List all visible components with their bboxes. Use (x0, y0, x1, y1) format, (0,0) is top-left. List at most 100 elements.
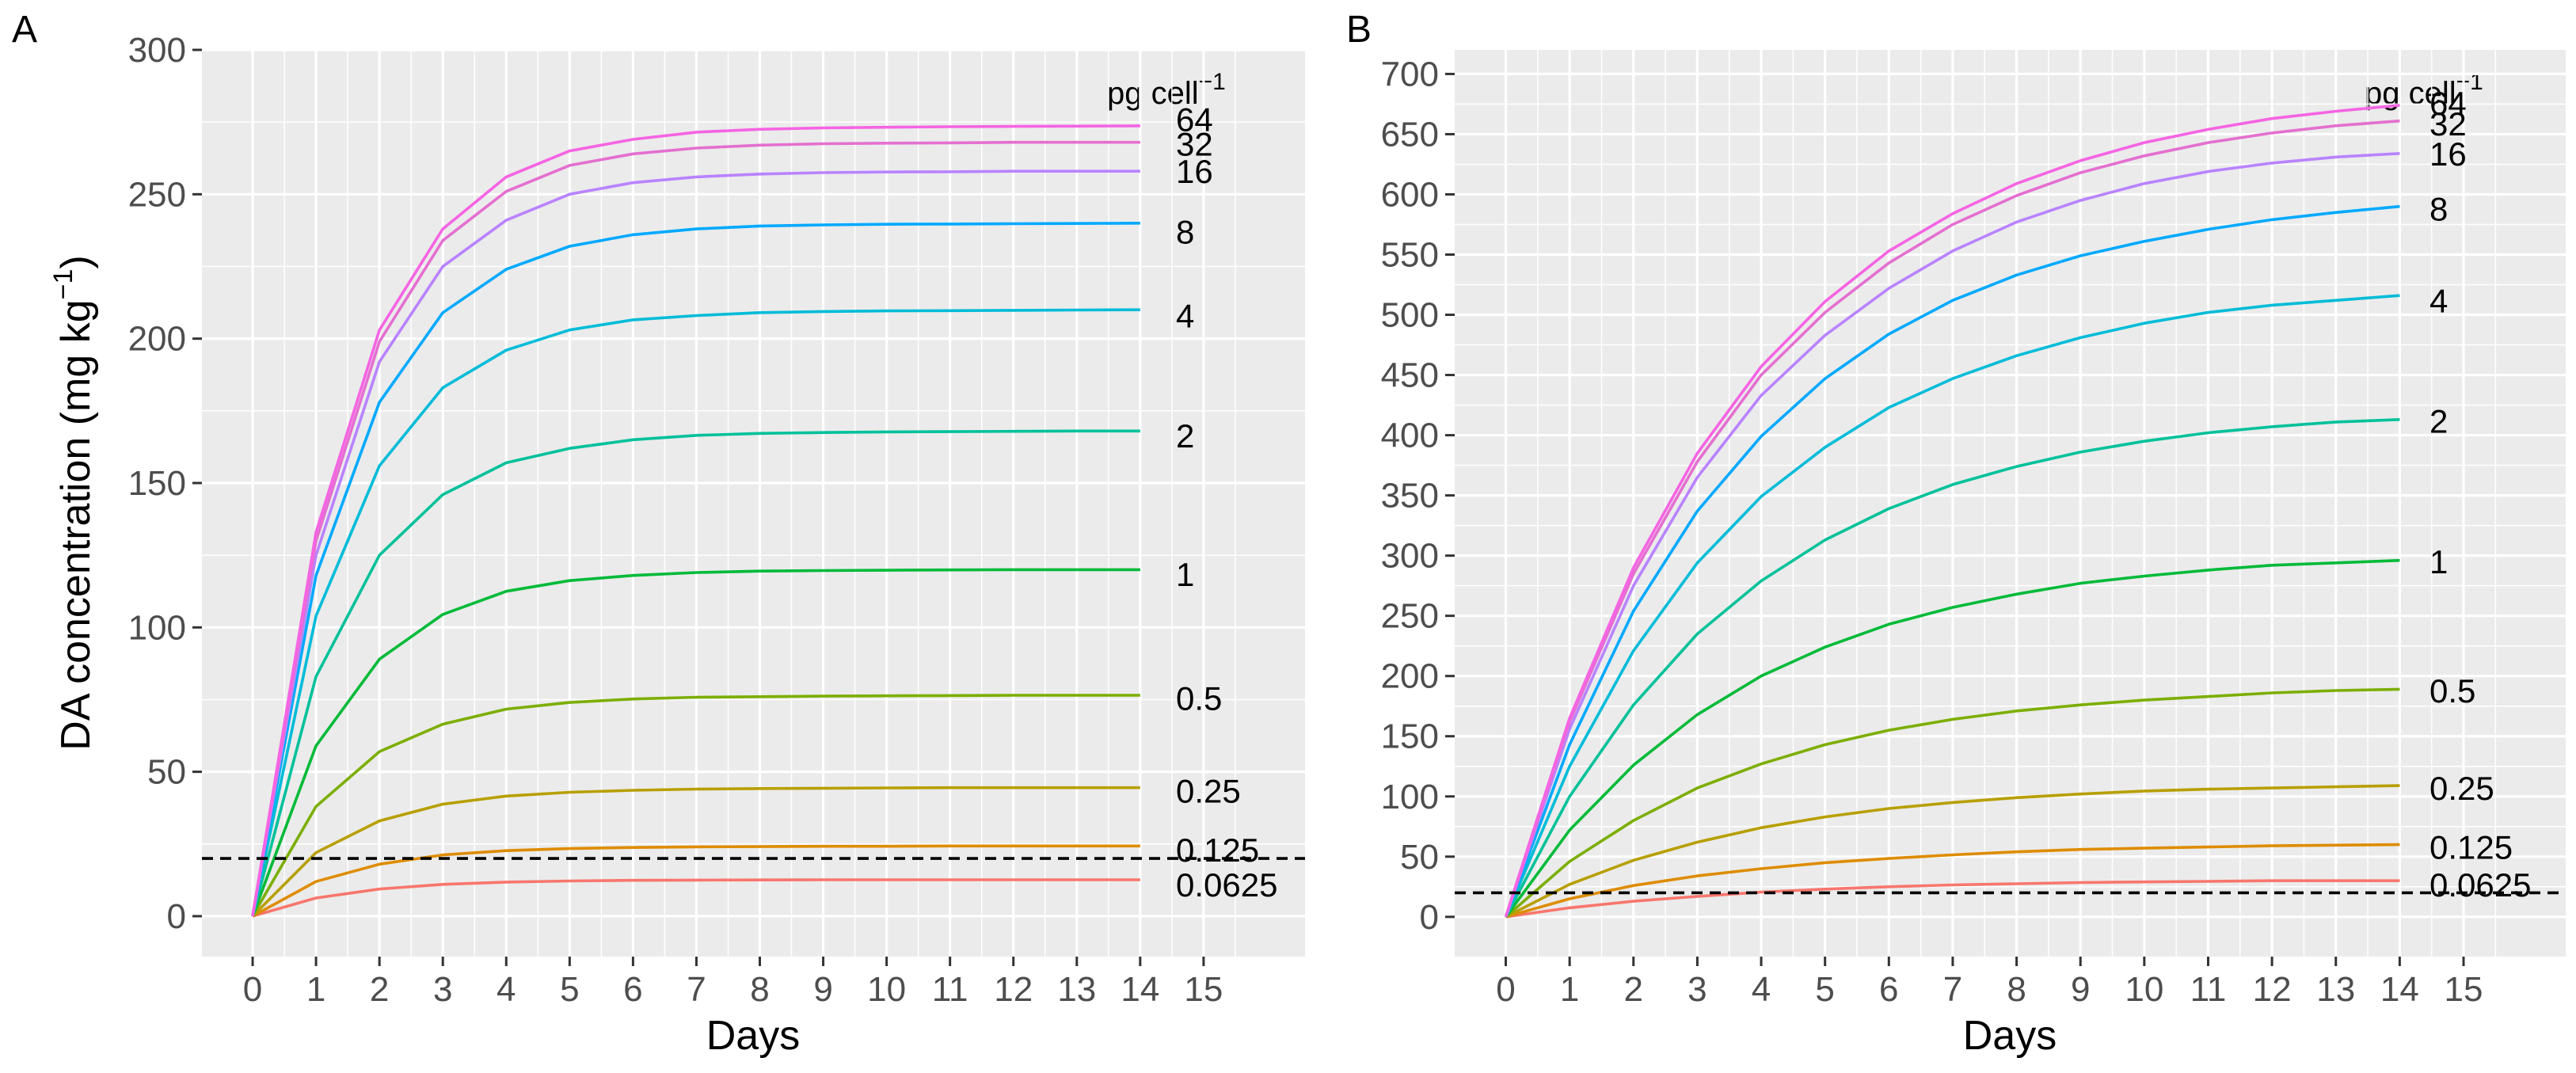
y-tick-label: 550 (1381, 235, 1439, 274)
series-line-2 (251, 429, 1140, 917)
series-label: 16 (1176, 153, 1213, 190)
y-axis-title-close: ) (53, 255, 99, 268)
x-tick-label: 4 (497, 970, 516, 1009)
x-tick-label: 0 (1496, 970, 1515, 1009)
x-tick-label: 5 (1815, 970, 1834, 1009)
series-label: 0.25 (2430, 770, 2494, 807)
x-tick-label: 3 (1688, 970, 1707, 1009)
series-line-8 (251, 222, 1140, 917)
y-tick-label: 600 (1381, 175, 1439, 214)
x-tick-label: 14 (1121, 970, 1159, 1009)
series-line-8 (1504, 204, 2400, 918)
series-label: 0.125 (1176, 831, 1259, 869)
series-label: 64 (1176, 101, 1213, 139)
series-line-1 (251, 568, 1140, 917)
series-line-0.0625 (1505, 879, 2400, 919)
y-tick-label: 300 (1381, 537, 1439, 576)
series-line-2 (1504, 418, 2400, 918)
series-label: 0.0625 (1176, 866, 1277, 904)
panel-tag-b: B (1346, 9, 1372, 51)
panel-a: A DA concentration (mg kg−1) Days pg cel… (12, 9, 1305, 1059)
x-tick-label: 10 (2125, 970, 2163, 1009)
series-label: 0.25 (1176, 772, 1241, 809)
series-line-0.0625 (252, 878, 1140, 918)
series-line-0.25 (251, 786, 1140, 918)
x-tick-label: 12 (994, 970, 1033, 1009)
y-tick-label: 100 (128, 608, 186, 647)
x-tick-label: 1 (306, 970, 325, 1009)
series-label: 0.125 (2430, 829, 2513, 866)
series-line-32 (251, 140, 1140, 917)
series-label: 0.0625 (2430, 866, 2531, 904)
legend-title-a: pg cell−1 (1107, 69, 1226, 111)
y-tick-label: 200 (128, 320, 186, 359)
x-axis-title-b: Days (1963, 1013, 2057, 1059)
series-line-0.5 (251, 694, 1140, 917)
y-tick-label: 700 (1381, 55, 1439, 93)
y-tick-label: 50 (1400, 838, 1439, 877)
series-line-32 (1504, 119, 2400, 918)
x-tick-label: 12 (2253, 970, 2292, 1009)
y-axis-title-main: DA concentration (mg kg (53, 299, 99, 750)
series-line-0.25 (1505, 784, 2400, 919)
legend-title-main: pg cell (1107, 76, 1199, 111)
x-tick-label: 0 (243, 970, 262, 1009)
y-tick-label: 650 (1381, 115, 1439, 154)
x-tick-label: 7 (687, 970, 706, 1009)
x-tick-label: 1 (1560, 970, 1579, 1009)
x-tick-label: 15 (2445, 970, 2483, 1009)
y-axis-title-superscript: −1 (48, 269, 78, 300)
series-label: 32 (1176, 126, 1213, 163)
y-tick-label: 400 (1381, 417, 1439, 455)
y-tick-label: 0 (1420, 898, 1439, 937)
x-tick-label: 15 (1184, 970, 1223, 1009)
y-tick-label: 200 (1381, 657, 1439, 696)
x-tick-label: 6 (1879, 970, 1898, 1009)
x-axis-title-a: Days (706, 1013, 800, 1059)
series-label: 0.5 (1176, 680, 1222, 717)
series-line-4 (251, 308, 1140, 917)
y-tick-label: 150 (128, 464, 186, 503)
legend-title-main: pg cell (2365, 76, 2456, 111)
y-tick-label: 100 (1381, 778, 1439, 816)
plot-area-a (202, 50, 1305, 957)
series-line-16 (251, 169, 1140, 917)
x-tick-label: 5 (560, 970, 579, 1009)
x-tick-label: 11 (2190, 970, 2227, 1009)
x-tick-label: 9 (813, 970, 832, 1009)
x-tick-label: 3 (433, 970, 452, 1009)
grid (202, 48, 1305, 957)
y-tick-label: 300 (128, 31, 186, 70)
y-tick-label: 150 (1381, 717, 1439, 756)
series-label: 8 (1176, 214, 1194, 251)
series-line-0.125 (1505, 843, 2400, 919)
x-tick-label: 13 (2316, 970, 2355, 1009)
series-label: 32 (2430, 105, 2467, 143)
series-label: 16 (2430, 135, 2467, 173)
x-tick-label: 2 (1624, 970, 1643, 1009)
x-tick-label: 7 (1943, 970, 1962, 1009)
series-lines (251, 124, 1140, 918)
series-label: 2 (1176, 417, 1194, 455)
x-tick-label: 14 (2380, 970, 2419, 1009)
panel-b: B Days pg cell−1 05010015020025030035040… (1346, 9, 2566, 1059)
series-line-0.125 (252, 844, 1140, 918)
series-label: 8 (2430, 191, 2448, 228)
y-tick-label: 0 (167, 897, 186, 936)
series-line-64 (1504, 104, 2400, 918)
series-label: 1 (2430, 543, 2448, 580)
y-tick-label: 250 (128, 175, 186, 214)
y-tick-label: 350 (1381, 477, 1439, 516)
y-tick-label: 500 (1381, 296, 1439, 335)
x-tick-label: 9 (2071, 970, 2090, 1009)
series-line-64 (251, 124, 1140, 917)
series-label: 1 (1176, 556, 1194, 593)
series-line-4 (1504, 294, 2400, 918)
x-tick-label: 2 (370, 970, 389, 1009)
series-line-16 (1504, 152, 2400, 918)
series-label: 64 (2430, 85, 2467, 122)
plot-area-b (1455, 50, 2566, 957)
x-tick-label: 8 (750, 970, 769, 1009)
series-line-1 (1505, 558, 2400, 918)
x-tick-label: 6 (623, 970, 642, 1009)
